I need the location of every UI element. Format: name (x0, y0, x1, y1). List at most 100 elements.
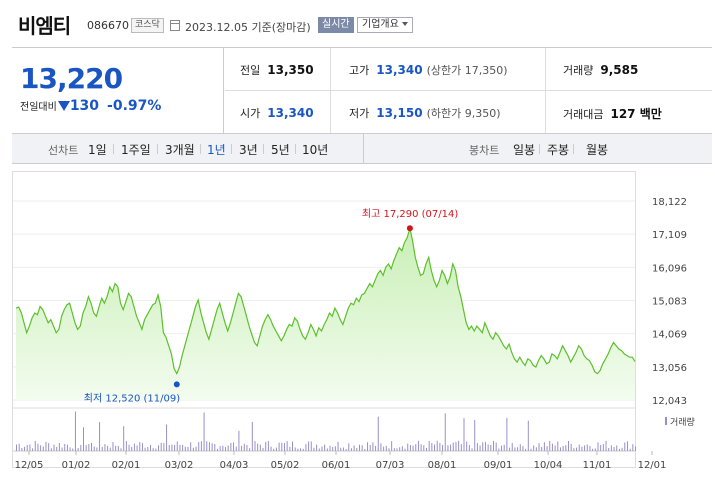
volume-bar (592, 448, 594, 451)
volume-bar (211, 443, 213, 451)
volume-bar (93, 446, 95, 451)
stat-value: 13,340 (267, 106, 314, 120)
volume-bar (458, 440, 460, 451)
stat-high: 고가 13,340 (상한가 17,350) (349, 62, 508, 78)
period-separator (231, 144, 232, 154)
volume-bar (340, 447, 342, 451)
volume-bar (235, 446, 237, 451)
volume-bar (490, 445, 492, 451)
volume-bar (128, 444, 130, 451)
volume-bar (434, 444, 436, 451)
period-separator (539, 144, 540, 154)
candle-daily[interactable]: 일봉 (513, 143, 536, 157)
volume-bar (543, 442, 545, 451)
volume-bar (222, 445, 224, 451)
volume-bar (594, 448, 596, 451)
volume-bar (56, 446, 58, 451)
period-separator (295, 144, 296, 154)
volume-bar (112, 442, 114, 451)
volume-bar (50, 448, 52, 451)
volume-bar (225, 447, 227, 451)
volume-bar (241, 445, 243, 451)
current-price: 13,220 (20, 62, 123, 95)
volume-bar (163, 443, 165, 451)
period-1d[interactable]: 1일 (88, 143, 107, 157)
x-tick-label: 06/01 (322, 460, 351, 471)
volume-bar (519, 444, 521, 451)
volume-bar (69, 447, 71, 451)
low-marker (173, 381, 180, 388)
volume-bar (289, 446, 291, 451)
period-3m[interactable]: 3개월 (165, 143, 195, 157)
volume-bar (407, 443, 409, 451)
volume-bar (396, 448, 398, 451)
candle-monthly[interactable]: 월봉 (586, 143, 609, 157)
volume-bar (348, 443, 350, 451)
volume-bar (262, 447, 264, 451)
volume-bar (42, 446, 44, 451)
volume-bar (380, 443, 382, 451)
volume-bar (184, 446, 186, 451)
volume-bar (18, 443, 20, 451)
volume-bar (77, 447, 79, 451)
volume-bar (522, 446, 524, 451)
volume-bar (182, 445, 184, 451)
x-tick-label: 12/05 (15, 460, 44, 471)
period-1y[interactable]: 1년 (207, 143, 226, 157)
volume-bar (66, 444, 68, 451)
volume-bar (568, 440, 570, 451)
volume-bar (350, 448, 352, 451)
y-tick-label: 18,122 (652, 197, 687, 208)
volume-bar (541, 446, 543, 451)
volume-bar (300, 448, 302, 451)
volume-bar (109, 447, 111, 451)
volume-bar (492, 441, 494, 451)
volume-bar (412, 445, 414, 451)
high-marker (406, 225, 413, 232)
volume-bar (267, 440, 269, 451)
volume-bar (152, 448, 154, 451)
period-3y[interactable]: 3년 (239, 143, 258, 157)
company-overview-dropdown[interactable]: 기업개요 (357, 17, 413, 33)
volume-bar (171, 444, 173, 451)
stat-value: 13,150 (376, 106, 423, 120)
volume-bar (597, 442, 599, 451)
line-chart-label: 선차트 (48, 144, 79, 157)
volume-bar (436, 440, 438, 451)
volume-bar (425, 447, 427, 451)
volume-bar (120, 448, 122, 451)
volume-bar (37, 443, 39, 451)
volume-bar (517, 447, 519, 451)
realtime-button[interactable]: 실시간 (318, 17, 354, 33)
stat-value: 9,585 (600, 63, 639, 77)
volume-bar (383, 446, 385, 451)
lower-limit: (하한가 9,350) (426, 107, 501, 120)
volume-bar (139, 442, 141, 451)
volume-bar (32, 448, 34, 451)
period-1w[interactable]: 1주일 (121, 143, 151, 157)
volume-bar (176, 441, 178, 451)
volume-bar (136, 445, 138, 451)
volume-bar (439, 442, 441, 451)
volume-bar (632, 444, 634, 451)
volume-bar (559, 447, 561, 451)
volume-bar (613, 446, 615, 451)
y-tick-label: 16,096 (652, 263, 687, 274)
volume-bar (21, 447, 23, 451)
stat-label: 거래대금 (563, 108, 604, 121)
volume-bar (190, 442, 192, 451)
volume-bar (551, 443, 553, 451)
volume-bar (310, 441, 312, 451)
volume-bar (514, 447, 516, 451)
x-tick-label: 12/01 (638, 460, 667, 471)
volume-bar (546, 446, 548, 451)
candle-weekly[interactable]: 주봉 (547, 143, 570, 157)
period-10y[interactable]: 10년 (302, 143, 329, 157)
volume-bar (158, 445, 160, 451)
volume-bar (233, 442, 235, 451)
volume-bar (160, 442, 162, 451)
volume-bar (64, 443, 66, 451)
volume-bar (283, 443, 285, 451)
period-5y[interactable]: 5년 (271, 143, 290, 157)
quote-summary: 13,220 전일대비 130 -0.97% 전일 13,350 고가 13,340 (상… (12, 47, 712, 134)
